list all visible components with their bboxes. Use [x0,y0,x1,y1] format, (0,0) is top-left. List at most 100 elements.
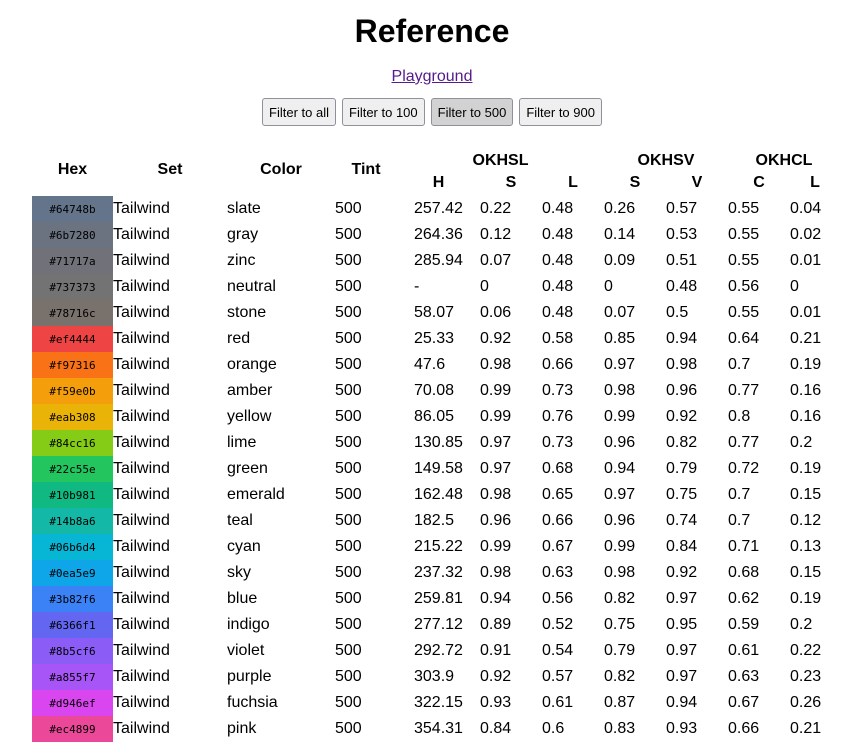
okhcl-c-cell: 0.72 [728,460,760,477]
playground-link[interactable]: Playground [391,68,473,85]
okhsl-l-cell: 0.67 [542,538,574,555]
okhsl-h-cell: 47.6 [414,356,446,373]
okhsl-h-cell: 58.07 [414,304,455,321]
hex-swatch: #6366f1 [32,612,113,638]
okhsv-s-cell: 0.97 [604,356,636,373]
tint-cell: 500 [335,330,362,347]
okhsl-h-cell: 354.31 [414,720,463,737]
color-name-cell: slate [227,200,261,217]
tint-cell: 500 [335,512,362,529]
okhsv-s-cell: 0 [604,278,613,295]
hex-swatch: #ec4899 [32,716,113,742]
okhsv-s-cell: 0.98 [604,382,636,399]
header-okhsv-v: V [691,174,703,191]
table-row: #0ea5e9 Tailwind sky 500 237.32 0.98 0.63 0.98 0… [32,560,840,586]
tint-cell: 500 [335,356,362,373]
okhcl-l-cell: 0.15 [790,486,822,503]
header-hex: Hex [57,161,88,178]
okhsl-l-cell: 0.65 [542,486,574,503]
okhsl-s-cell: 0.12 [480,226,512,243]
okhsv-s-cell: 0.96 [604,512,636,529]
tint-cell: 500 [335,408,362,425]
color-name-cell: cyan [227,538,261,555]
okhsv-s-cell: 0.96 [604,434,636,451]
filter-100-button[interactable]: Filter to 100 [342,98,425,126]
set-cell: Tailwind [113,356,170,373]
okhsv-v-cell: 0.57 [666,200,698,217]
table-row: #8b5cf6 Tailwind violet 500 292.72 0.91 0.54 0.… [32,638,840,664]
okhsv-v-cell: 0.79 [666,460,698,477]
set-cell: Tailwind [113,590,170,607]
okhsl-s-cell: 0.92 [480,330,512,347]
okhcl-c-cell: 0.55 [728,200,760,217]
okhcl-l-cell: 0.19 [790,590,822,607]
header-okhcl-c: C [753,174,765,191]
okhcl-c-cell: 0.63 [728,668,760,685]
tint-cell: 500 [335,486,362,503]
hex-swatch: #f59e0b [32,378,113,404]
okhsl-l-cell: 0.48 [542,252,574,269]
okhcl-c-cell: 0.67 [728,694,760,711]
okhsl-s-cell: 0.92 [480,668,512,685]
tint-cell: 500 [335,564,362,581]
filter-900-button[interactable]: Filter to 900 [519,98,602,126]
okhsv-s-cell: 0.79 [604,642,636,659]
table-row: #14b8a6 Tailwind teal 500 182.5 0.96 0.66 0.96 0… [32,508,840,534]
okhcl-c-cell: 0.8 [728,408,751,425]
table-row: #71717a Tailwind zinc 500 285.94 0.07 0.48 0.09… [32,248,840,274]
set-cell: Tailwind [113,668,170,685]
okhsl-s-cell: 0.89 [480,616,512,633]
okhsv-v-cell: 0.75 [666,486,698,503]
okhcl-c-cell: 0.66 [728,720,760,737]
tint-cell: 500 [335,382,362,399]
okhcl-l-cell: 0.2 [790,434,813,451]
okhcl-l-cell: 0.16 [790,408,822,425]
okhsl-s-cell: 0.99 [480,408,512,425]
hex-swatch: #eab308 [32,404,113,430]
okhsl-l-cell: 0.54 [542,642,574,659]
okhsv-s-cell: 0.85 [604,330,636,347]
set-cell: Tailwind [113,408,170,425]
header-color: Color [260,161,302,178]
okhsl-h-cell: 182.5 [414,512,455,529]
okhcl-c-cell: 0.77 [728,382,760,399]
color-name-cell: red [227,330,251,347]
table-body: #64748b Tailwind slate 500 257.42 0.22 0.48 0.2… [32,196,840,742]
nav-row: Playground [0,68,864,88]
okhsl-l-cell: 0.66 [542,356,574,373]
okhsv-v-cell: 0.98 [666,356,698,373]
table-row: #ec4899 Tailwind pink 500 354.31 0.84 0.6 0.83 0… [32,716,840,742]
okhcl-c-cell: 0.77 [728,434,760,451]
table-row: #6366f1 Tailwind indigo 500 277.12 0.89 0.52 0.… [32,612,840,638]
okhsv-s-cell: 0.75 [604,616,636,633]
okhsv-v-cell: 0.97 [666,668,698,685]
tint-cell: 500 [335,616,362,633]
table-row: #84cc16 Tailwind lime 500 130.85 0.97 0.73 0.96… [32,430,840,456]
okhsl-l-cell: 0.48 [542,226,574,243]
okhsl-s-cell: 0.98 [480,356,512,373]
color-reference-table: Hex Set Color Tint OKHSL OKHSV OKHCL H S… [32,144,840,742]
okhsv-v-cell: 0.84 [666,538,698,555]
header-okhsl-l: L [568,174,578,191]
color-name-cell: neutral [227,278,276,295]
okhsl-h-cell: 259.81 [414,590,463,607]
okhsv-s-cell: 0.09 [604,252,636,269]
okhsl-h-cell: 237.32 [414,564,463,581]
okhsl-l-cell: 0.6 [542,720,565,737]
okhsv-s-cell: 0.99 [604,538,636,555]
filter-500-button[interactable]: Filter to 500 [430,98,514,126]
okhcl-c-cell: 0.7 [728,356,751,373]
tint-cell: 500 [335,278,362,295]
okhcl-c-cell: 0.61 [728,642,760,659]
okhsv-v-cell: 0.74 [666,512,698,529]
filter-all-button[interactable]: Filter to all [262,98,336,126]
okhsv-s-cell: 0.94 [604,460,636,477]
okhsl-h-cell: 162.48 [414,486,463,503]
okhcl-l-cell: 0 [790,278,799,295]
okhsl-h-cell: 292.72 [414,642,463,659]
hex-swatch: #3b82f6 [32,586,113,612]
okhcl-c-cell: 0.7 [728,486,751,503]
okhsv-s-cell: 0.83 [604,720,636,737]
okhsv-v-cell: 0.95 [666,616,698,633]
okhsv-v-cell: 0.53 [666,226,698,243]
